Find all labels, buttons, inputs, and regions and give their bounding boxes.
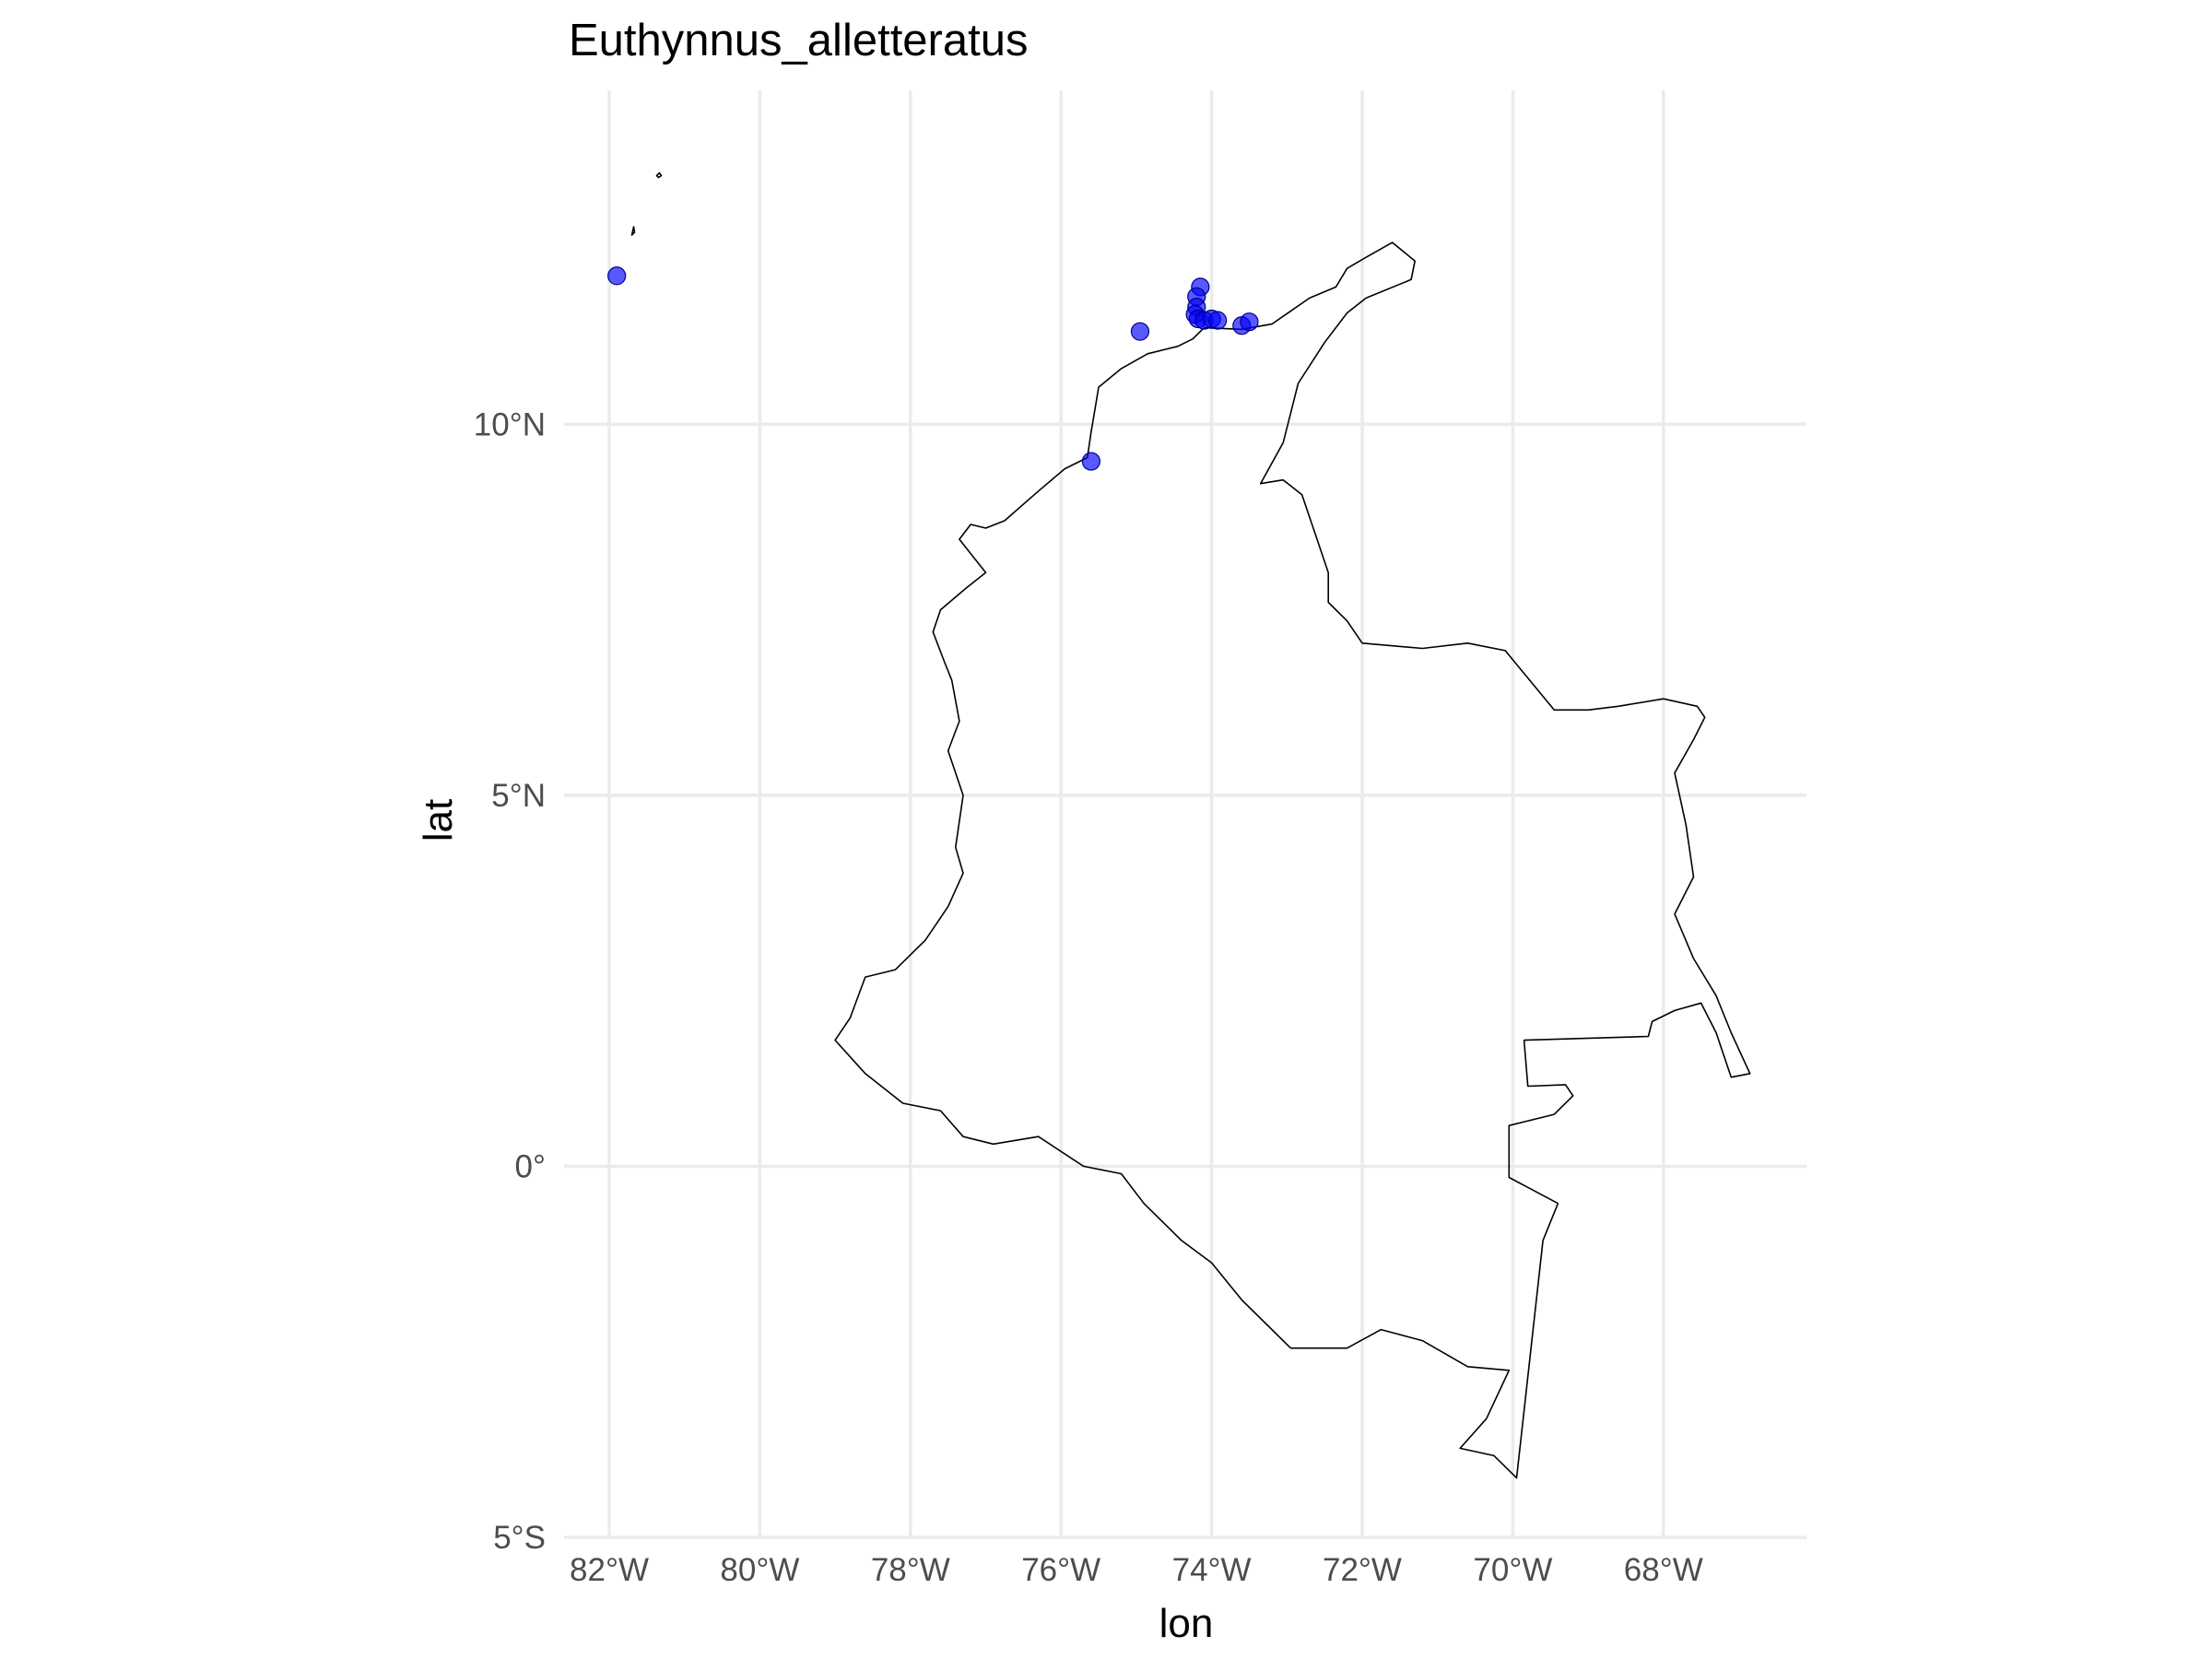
- occurrence-point: [607, 266, 627, 286]
- occurrence-point: [1208, 311, 1228, 330]
- gridlines: [564, 90, 1806, 1539]
- occurrence-point: [1240, 312, 1259, 332]
- x-tick-label: 78°W: [871, 1552, 950, 1588]
- y-axis-title: lat: [416, 799, 461, 841]
- occurrence-point: [1081, 452, 1100, 471]
- x-tick-label: 76°W: [1021, 1552, 1100, 1588]
- occurrence-point: [1130, 322, 1150, 341]
- y-tick-label: 0°: [515, 1148, 546, 1184]
- x-tick-label: 72°W: [1323, 1552, 1402, 1588]
- x-tick-label: 68°W: [1624, 1552, 1703, 1588]
- x-tick-label: 82°W: [570, 1552, 649, 1588]
- providencia-island-outline: [655, 171, 663, 179]
- x-tick-label: 80°W: [720, 1552, 799, 1588]
- san-andres-island-outline: [630, 226, 636, 236]
- x-tick-label: 74°W: [1172, 1552, 1252, 1588]
- country-outline: [630, 171, 1751, 1479]
- colombia-border-path: [834, 241, 1751, 1479]
- occurrence-points: [607, 266, 1259, 471]
- y-axis-tick-labels: 5°S 0° 5°N 10°N: [474, 406, 546, 1556]
- y-tick-label: 10°N: [474, 406, 546, 442]
- y-tick-label: 5°S: [493, 1520, 546, 1556]
- x-axis-title: lon: [1159, 1601, 1214, 1646]
- y-tick-label: 5°N: [491, 778, 546, 814]
- chart-title: Euthynnus_alletteratus: [569, 16, 1029, 65]
- x-axis-tick-labels: 82°W 80°W 78°W 76°W 74°W 72°W 70°W 68°W: [570, 1552, 1703, 1588]
- x-tick-label: 70°W: [1473, 1552, 1552, 1588]
